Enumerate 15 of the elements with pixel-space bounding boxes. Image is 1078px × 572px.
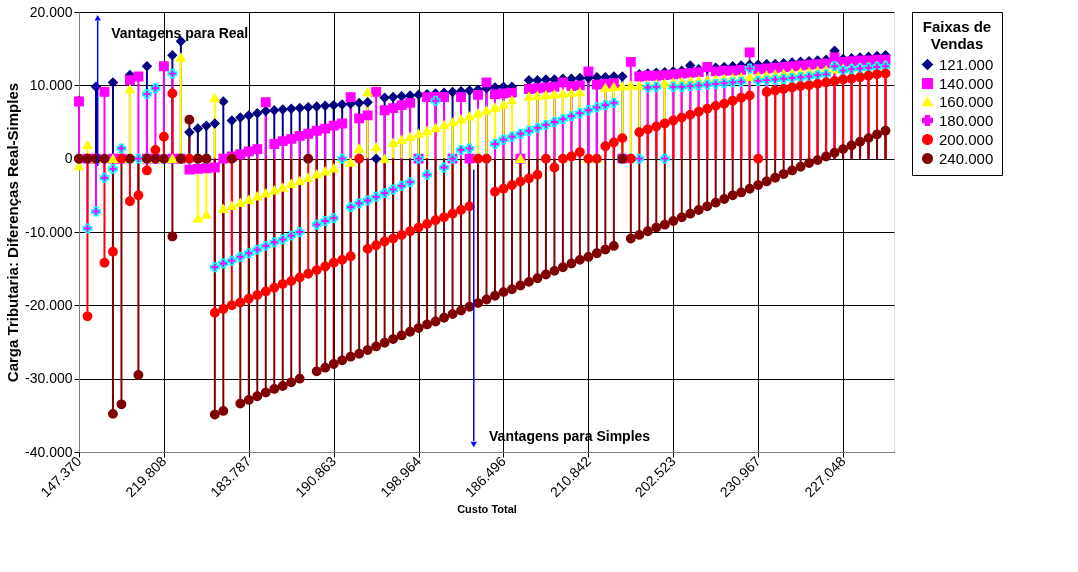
- legend-label: 121.000: [939, 55, 994, 73]
- y-tick-label: 20.000: [29, 3, 73, 20]
- y-axis-title: Carga Tributaria: Diferenças Real-Simples: [4, 82, 22, 383]
- y-tick-label: -30.000: [25, 370, 73, 387]
- legend-label: 200.000: [939, 130, 994, 148]
- y-tick-label: -10.000: [25, 223, 73, 240]
- legend-label: 140.000: [939, 74, 994, 92]
- legend-label: 160.000: [939, 92, 994, 110]
- legend-label: 180.000: [939, 111, 994, 129]
- y-tick-label: 10.000: [29, 76, 73, 93]
- x-axis-title: Custo Total: [457, 503, 517, 516]
- y-tick-label: -20.000: [25, 296, 73, 313]
- legend-title: Faixas de Vendas: [922, 18, 992, 52]
- legend-label: 240.000: [939, 149, 994, 167]
- y-tick-label: 0: [64, 150, 73, 167]
